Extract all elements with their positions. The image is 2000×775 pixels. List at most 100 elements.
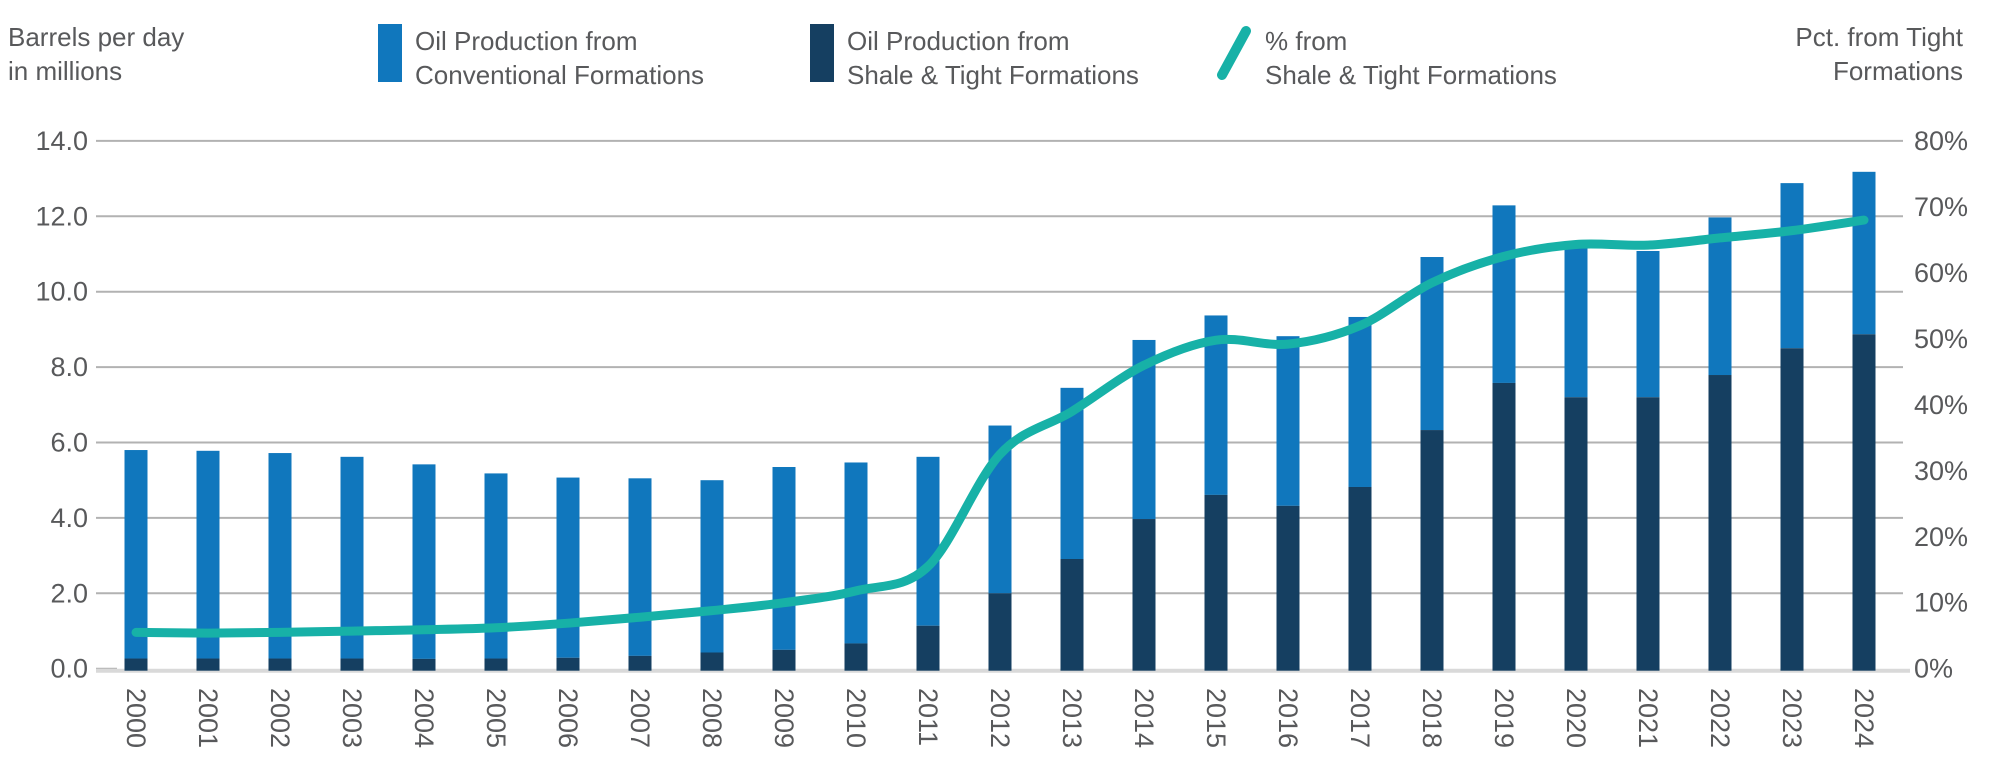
legend-conventional-line1: Oil Production from xyxy=(415,26,638,56)
right-axis-tick-label: 40% xyxy=(1914,390,1968,420)
x-axis-year-label: 2013 xyxy=(1057,688,1087,748)
legend-shale-line1: Oil Production from xyxy=(847,26,1070,56)
right-axis-title-line2: Formations xyxy=(1832,56,1963,86)
x-axis-year-label: 2002 xyxy=(265,688,295,748)
bar-conventional-2002 xyxy=(268,453,292,659)
bar-shale-2006 xyxy=(556,657,580,671)
x-axis-year-label: 2012 xyxy=(985,688,1015,748)
right-axis-title-line1: Pct. from Tight xyxy=(1795,22,1963,52)
right-axis-tick-label: 30% xyxy=(1914,456,1968,486)
x-axis-year-label: 2021 xyxy=(1633,688,1663,748)
left-axis-title-line1: Barrels per day xyxy=(8,22,185,52)
x-axis-year-label: 2020 xyxy=(1561,688,1591,748)
bar-shale-2013 xyxy=(1060,558,1084,671)
legend-item-pct-line: % from Shale & Tight Formations xyxy=(1216,24,1557,92)
left-axis-tick-label: 10.0 xyxy=(35,277,88,307)
bar-shale-2003 xyxy=(340,658,364,671)
x-axis-year-label: 2022 xyxy=(1705,688,1735,748)
bar-conventional-2004 xyxy=(412,464,436,659)
right-axis-tick-label: 80% xyxy=(1914,126,1968,156)
bar-shale-2018 xyxy=(1420,430,1444,671)
legend-shale-line2: Shale & Tight Formations xyxy=(847,60,1139,90)
legend-conventional-line2: Conventional Formations xyxy=(415,60,705,90)
bar-shale-2004 xyxy=(412,658,436,671)
legend-item-conventional: Oil Production from Conventional Formati… xyxy=(378,24,704,92)
bar-conventional-2000 xyxy=(124,450,148,659)
bar-conventional-2011 xyxy=(916,456,940,626)
bar-shale-2008 xyxy=(700,652,724,671)
bar-shale-2007 xyxy=(628,655,652,671)
x-axis-year-label: 2019 xyxy=(1489,688,1519,748)
bar-conventional-2021 xyxy=(1636,250,1660,398)
bar-conventional-2013 xyxy=(1060,387,1084,559)
shale-swatch-icon xyxy=(810,24,834,82)
x-axis-year-label: 2008 xyxy=(697,688,727,748)
bar-conventional-2019 xyxy=(1492,205,1516,383)
bar-conventional-2007 xyxy=(628,478,652,656)
right-axis-tick-label: 20% xyxy=(1914,522,1968,552)
x-axis-year-label: 2023 xyxy=(1777,688,1807,748)
right-axis-tick-label: 10% xyxy=(1914,588,1968,618)
bar-shale-2022 xyxy=(1708,375,1732,671)
left-axis-title: Barrels per day in millions xyxy=(8,20,184,88)
right-axis-title: Pct. from Tight Formations xyxy=(1795,20,1963,88)
bar-conventional-2018 xyxy=(1420,257,1444,431)
x-axis-year-label: 2024 xyxy=(1849,688,1879,748)
x-axis-year-label: 2018 xyxy=(1417,688,1447,748)
right-axis-tick-label: 70% xyxy=(1914,192,1968,222)
right-axis-tick-label: 50% xyxy=(1914,324,1968,354)
bar-conventional-2022 xyxy=(1708,217,1732,376)
left-axis-title-line2: in millions xyxy=(8,56,123,86)
bar-shale-2015 xyxy=(1204,494,1228,671)
x-axis-year-label: 2007 xyxy=(625,688,655,748)
bar-conventional-2014 xyxy=(1132,339,1156,520)
bar-shale-2009 xyxy=(772,649,796,671)
bar-conventional-2016 xyxy=(1276,336,1300,506)
x-axis-year-label: 2016 xyxy=(1273,688,1303,748)
bar-conventional-2005 xyxy=(484,473,508,659)
bar-conventional-2015 xyxy=(1204,315,1228,495)
bar-conventional-2017 xyxy=(1348,316,1372,487)
right-axis-tick-label: 0% xyxy=(1914,654,1953,684)
bar-conventional-2008 xyxy=(700,480,724,653)
bar-shale-2017 xyxy=(1348,486,1372,671)
bar-shale-2011 xyxy=(916,625,940,671)
bar-shale-2010 xyxy=(844,643,868,671)
left-axis-tick-label: 6.0 xyxy=(50,428,88,458)
pct-line-glyph-icon xyxy=(1217,26,1251,80)
bar-shale-2000 xyxy=(124,658,148,671)
left-axis-tick-label: 2.0 xyxy=(50,578,88,608)
left-axis-tick-label: 8.0 xyxy=(50,352,88,382)
legend-pct-line2: Shale & Tight Formations xyxy=(1265,60,1557,90)
x-axis-year-label: 2014 xyxy=(1129,688,1159,748)
bar-conventional-2024 xyxy=(1852,171,1876,335)
bar-shale-2024 xyxy=(1852,334,1876,671)
conventional-swatch-icon xyxy=(378,24,402,82)
bar-conventional-2003 xyxy=(340,456,364,659)
legend-pct-line1: % from xyxy=(1265,26,1348,56)
bar-shale-2020 xyxy=(1564,397,1588,671)
x-axis-year-label: 2000 xyxy=(121,688,151,748)
bar-shale-2005 xyxy=(484,658,508,671)
bar-shale-2012 xyxy=(988,593,1012,671)
bar-shale-2014 xyxy=(1132,519,1156,671)
bar-shale-2002 xyxy=(268,658,292,671)
bar-conventional-2010 xyxy=(844,462,868,644)
bar-shale-2016 xyxy=(1276,505,1300,671)
bar-conventional-2023 xyxy=(1780,183,1804,349)
x-axis-year-label: 2015 xyxy=(1201,688,1231,748)
bar-conventional-2020 xyxy=(1564,244,1588,398)
pct-from-shale-line xyxy=(131,215,1869,638)
left-axis-tick-label: 14.0 xyxy=(35,126,88,156)
x-axis-year-label: 2017 xyxy=(1345,688,1375,748)
left-axis-tick-label: 4.0 xyxy=(50,503,88,533)
x-axis-year-label: 2006 xyxy=(553,688,583,748)
x-axis-year-label: 2003 xyxy=(337,688,367,748)
bar-shale-2001 xyxy=(196,658,220,671)
legend-item-shale: Oil Production from Shale & Tight Format… xyxy=(810,24,1139,92)
left-axis-tick-label: 12.0 xyxy=(35,201,88,231)
x-axis-year-label: 2009 xyxy=(769,688,799,748)
left-axis-tick-label: 0.0 xyxy=(50,654,88,684)
x-axis-year-label: 2004 xyxy=(409,688,439,748)
